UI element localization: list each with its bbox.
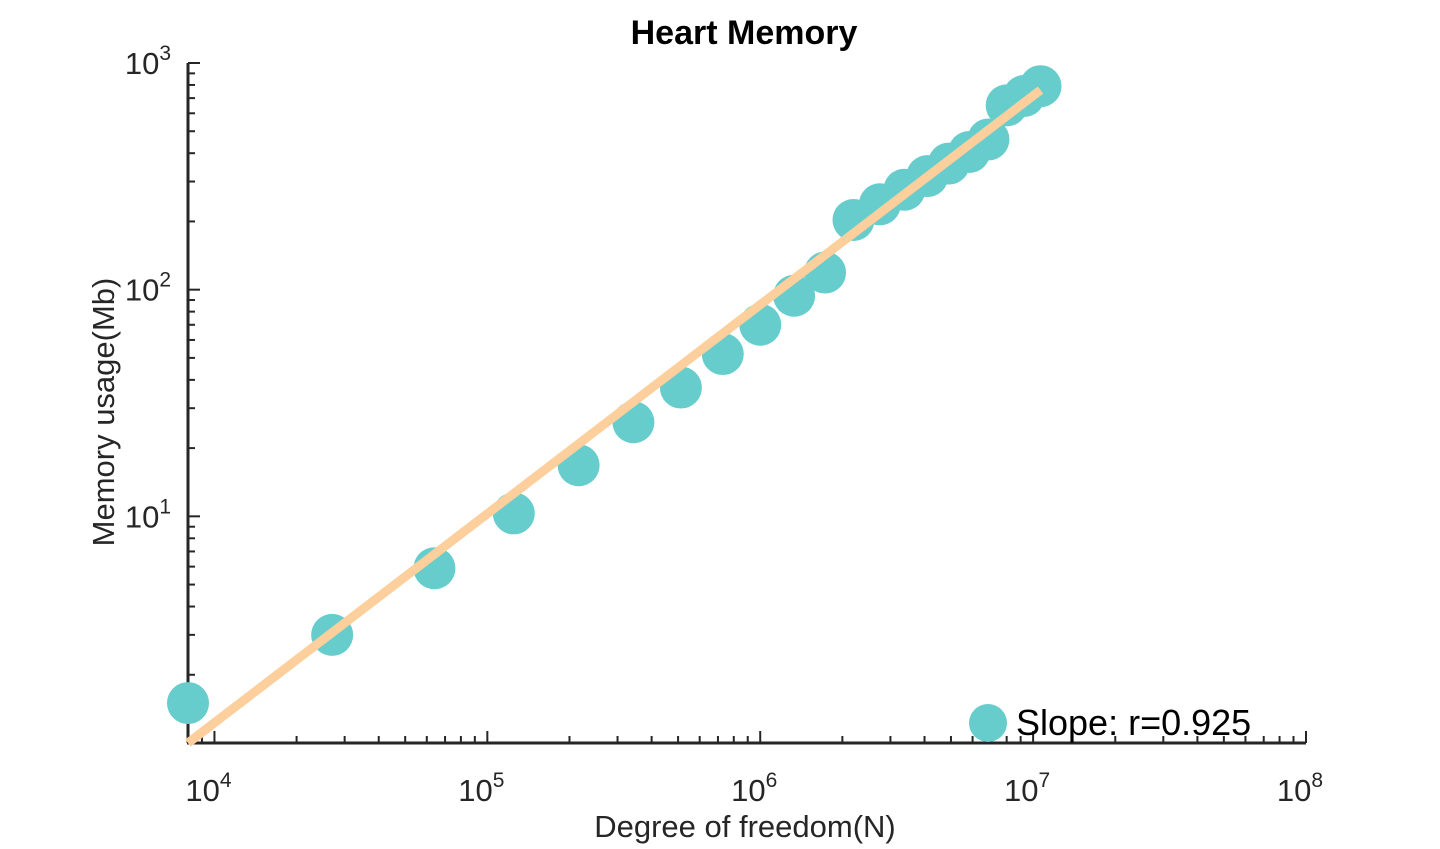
- scatter-point: [167, 682, 209, 725]
- series-layer: [167, 65, 1062, 747]
- y-axis-title: Memory usage(Mb): [86, 278, 121, 547]
- scatter-series: [167, 65, 1062, 725]
- y-tick-label: 102: [125, 269, 171, 308]
- legend-marker: [969, 704, 1007, 742]
- legend-label: Slope: r=0.925: [1016, 702, 1251, 743]
- y-tick-label: 103: [125, 42, 171, 81]
- x-tick-label: 107: [1004, 769, 1050, 808]
- x-tick-label: 104: [185, 769, 231, 808]
- y-axis-ticks: 101 102 103: [125, 42, 200, 744]
- scatter-point: [967, 118, 1010, 161]
- x-axis-title: Degree of freedom(N): [594, 809, 896, 844]
- y-tick-label: 101: [125, 495, 171, 534]
- axes: 104 105 106 107 108 101 102 103: [125, 42, 1323, 808]
- x-axis-ticks: 104 105 106 107 108: [185, 731, 1323, 808]
- legend: Slope: r=0.925: [969, 702, 1251, 743]
- x-tick-label: 105: [458, 769, 504, 808]
- x-tick-label: 106: [731, 769, 777, 808]
- chart-title: Heart Memory: [631, 14, 858, 52]
- x-tick-label: 108: [1277, 769, 1323, 808]
- fit-line: [185, 86, 1044, 747]
